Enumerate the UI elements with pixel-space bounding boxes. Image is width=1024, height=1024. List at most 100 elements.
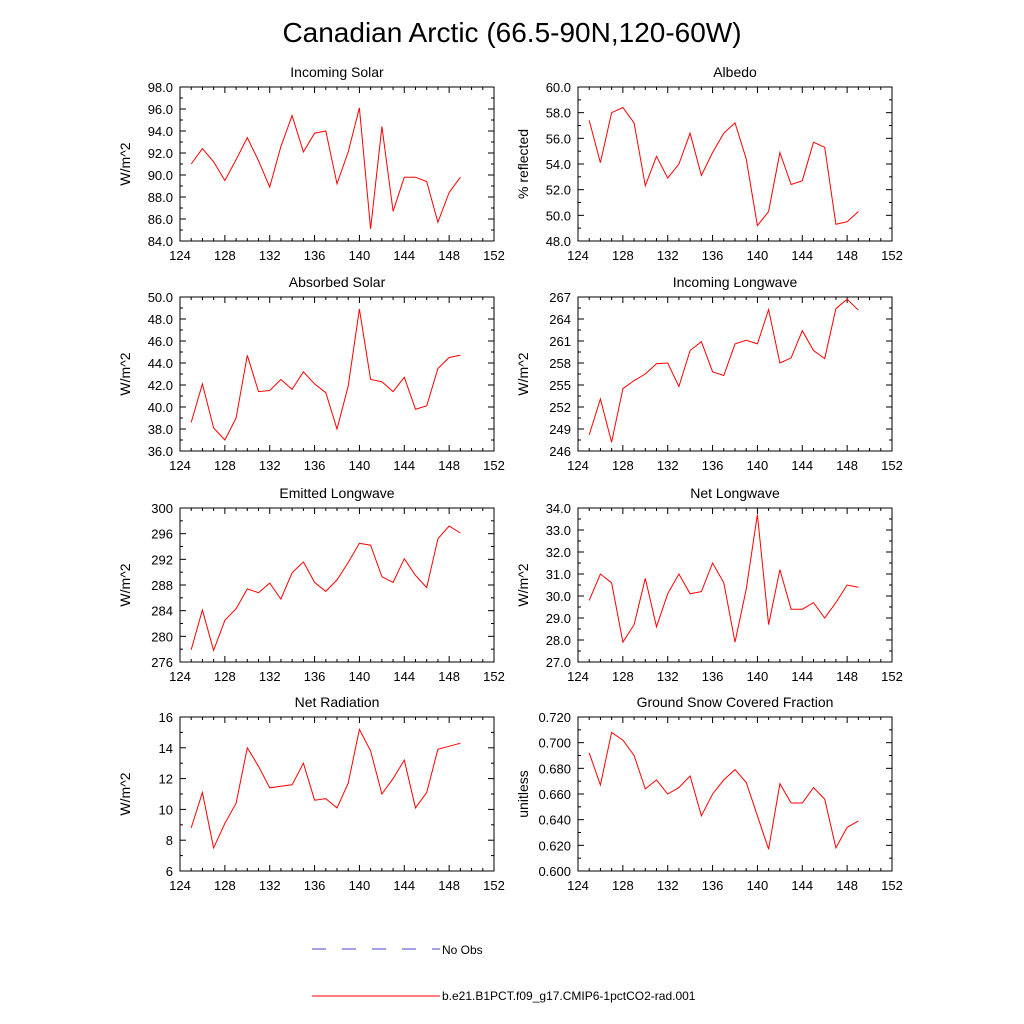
y-tick-label: 58.0 xyxy=(546,106,571,121)
figure-title: Canadian Arctic (66.5-90N,120-60W) xyxy=(282,17,741,48)
x-tick-label: 148 xyxy=(438,458,460,473)
y-tick-label: 12 xyxy=(159,772,173,787)
x-tick-label: 124 xyxy=(169,248,191,263)
legend-model-label: b.e21.B1PCT.f09_g17.CMIP6-1pctCO2-rad.00… xyxy=(442,989,696,1003)
x-tick-label: 132 xyxy=(259,878,281,893)
x-tick-label: 128 xyxy=(214,248,236,263)
x-tick-label: 144 xyxy=(791,248,813,263)
y-tick-label: 31.0 xyxy=(546,567,571,582)
panel-title: Albedo xyxy=(713,64,757,80)
x-tick-label: 128 xyxy=(214,878,236,893)
panel-title: Emitted Longwave xyxy=(279,485,394,501)
y-tick-label: 10 xyxy=(159,802,173,817)
series-line xyxy=(190,727,461,850)
y-tick-label: 264 xyxy=(549,312,571,327)
y-tick-label: 56.0 xyxy=(546,131,571,146)
x-tick-label: 136 xyxy=(702,248,724,263)
y-tick-label: 96.0 xyxy=(148,102,173,117)
x-tick-label: 152 xyxy=(483,878,505,893)
x-tick-label: 132 xyxy=(657,669,679,684)
panel-incoming-solar: Incoming Solar W/m^2 124 128 132 136 140 144 148… xyxy=(117,64,505,263)
x-tick-label: 144 xyxy=(791,878,813,893)
x-tick-label: 144 xyxy=(393,669,415,684)
x-tick-label: 136 xyxy=(304,248,326,263)
x-tick-label: 136 xyxy=(304,878,326,893)
y-tick-label: 0.640 xyxy=(538,813,571,828)
y-tick-label: 60.0 xyxy=(546,80,571,95)
x-tick-label: 132 xyxy=(259,458,281,473)
y-tick-label: 0.680 xyxy=(538,761,571,776)
y-tick-label: 16 xyxy=(159,710,173,725)
x-tick-label: 132 xyxy=(259,669,281,684)
x-tick-label: 140 xyxy=(349,458,371,473)
x-tick-label: 148 xyxy=(438,878,460,893)
y-tick-label: 48.0 xyxy=(148,312,173,327)
x-tick-label: 144 xyxy=(393,248,415,263)
y-tick-label: 42.0 xyxy=(148,378,173,393)
plot-frame xyxy=(179,716,495,872)
x-tick-label: 136 xyxy=(304,458,326,473)
panel-incoming-longwave: Incoming Longwave W/m^2 124 128 132 136 140 144… xyxy=(515,274,903,473)
y-tick-label: 34.0 xyxy=(546,501,571,516)
y-tick-label: 46.0 xyxy=(148,334,173,349)
y-tick-label: 296 xyxy=(151,527,173,542)
x-tick-label: 148 xyxy=(836,878,858,893)
panel-title: Ground Snow Covered Fraction xyxy=(637,694,834,710)
x-tick-label: 140 xyxy=(747,669,769,684)
x-tick-label: 124 xyxy=(169,669,191,684)
y-axis-label: % reflected xyxy=(515,129,531,199)
y-tick-label: 0.660 xyxy=(538,787,571,802)
y-tick-label: 44.0 xyxy=(148,356,173,371)
y-tick-label: 54.0 xyxy=(546,157,571,172)
x-tick-label: 136 xyxy=(702,878,724,893)
x-tick-label: 132 xyxy=(657,248,679,263)
x-tick-label: 152 xyxy=(881,878,903,893)
y-tick-label: 90.0 xyxy=(148,168,173,183)
x-tick-label: 140 xyxy=(747,248,769,263)
plot-frame xyxy=(179,86,495,242)
y-tick-label: 92.0 xyxy=(148,146,173,161)
x-tick-label: 124 xyxy=(567,458,589,473)
panel-title: Net Longwave xyxy=(690,485,780,501)
y-tick-label: 40.0 xyxy=(148,400,173,415)
x-tick-label: 148 xyxy=(438,669,460,684)
x-tick-label: 152 xyxy=(483,669,505,684)
y-tick-label: 48.0 xyxy=(546,234,571,249)
y-tick-label: 261 xyxy=(549,334,571,349)
y-tick-label: 255 xyxy=(549,378,571,393)
y-tick-label: 0.600 xyxy=(538,864,571,879)
x-tick-label: 152 xyxy=(483,458,505,473)
x-tick-label: 148 xyxy=(836,669,858,684)
x-tick-label: 128 xyxy=(214,458,236,473)
y-tick-label: 33.0 xyxy=(546,523,571,538)
y-tick-label: 38.0 xyxy=(148,422,173,437)
y-tick-label: 98.0 xyxy=(148,80,173,95)
y-axis-label: W/m^2 xyxy=(117,352,133,395)
y-tick-label: 28.0 xyxy=(546,633,571,648)
panel-albedo: Albedo % reflected 124 128 132 136 140 144 148 15… xyxy=(515,64,903,263)
series-line xyxy=(190,309,461,441)
series-line xyxy=(588,106,859,227)
x-tick-label: 144 xyxy=(791,669,813,684)
x-tick-label: 140 xyxy=(747,458,769,473)
panel-net-longwave: Net Longwave W/m^2 124 128 132 136 140 144 148 15… xyxy=(515,485,903,684)
x-tick-label: 132 xyxy=(657,878,679,893)
y-tick-label: 50.0 xyxy=(148,290,173,305)
x-tick-label: 128 xyxy=(612,458,634,473)
y-tick-label: 6 xyxy=(166,864,173,879)
x-tick-label: 152 xyxy=(881,669,903,684)
y-tick-label: 52.0 xyxy=(546,183,571,198)
x-tick-label: 124 xyxy=(567,878,589,893)
y-axis-label: W/m^2 xyxy=(117,563,133,606)
y-axis-label: unitless xyxy=(515,770,531,817)
legend-obs-label: No Obs xyxy=(442,943,483,957)
plot-frame xyxy=(179,507,495,663)
y-tick-label: 27.0 xyxy=(546,655,571,670)
y-tick-label: 280 xyxy=(151,629,173,644)
x-tick-label: 152 xyxy=(483,248,505,263)
plot-frame xyxy=(577,716,893,872)
x-tick-label: 144 xyxy=(393,878,415,893)
y-tick-label: 14 xyxy=(159,741,173,756)
